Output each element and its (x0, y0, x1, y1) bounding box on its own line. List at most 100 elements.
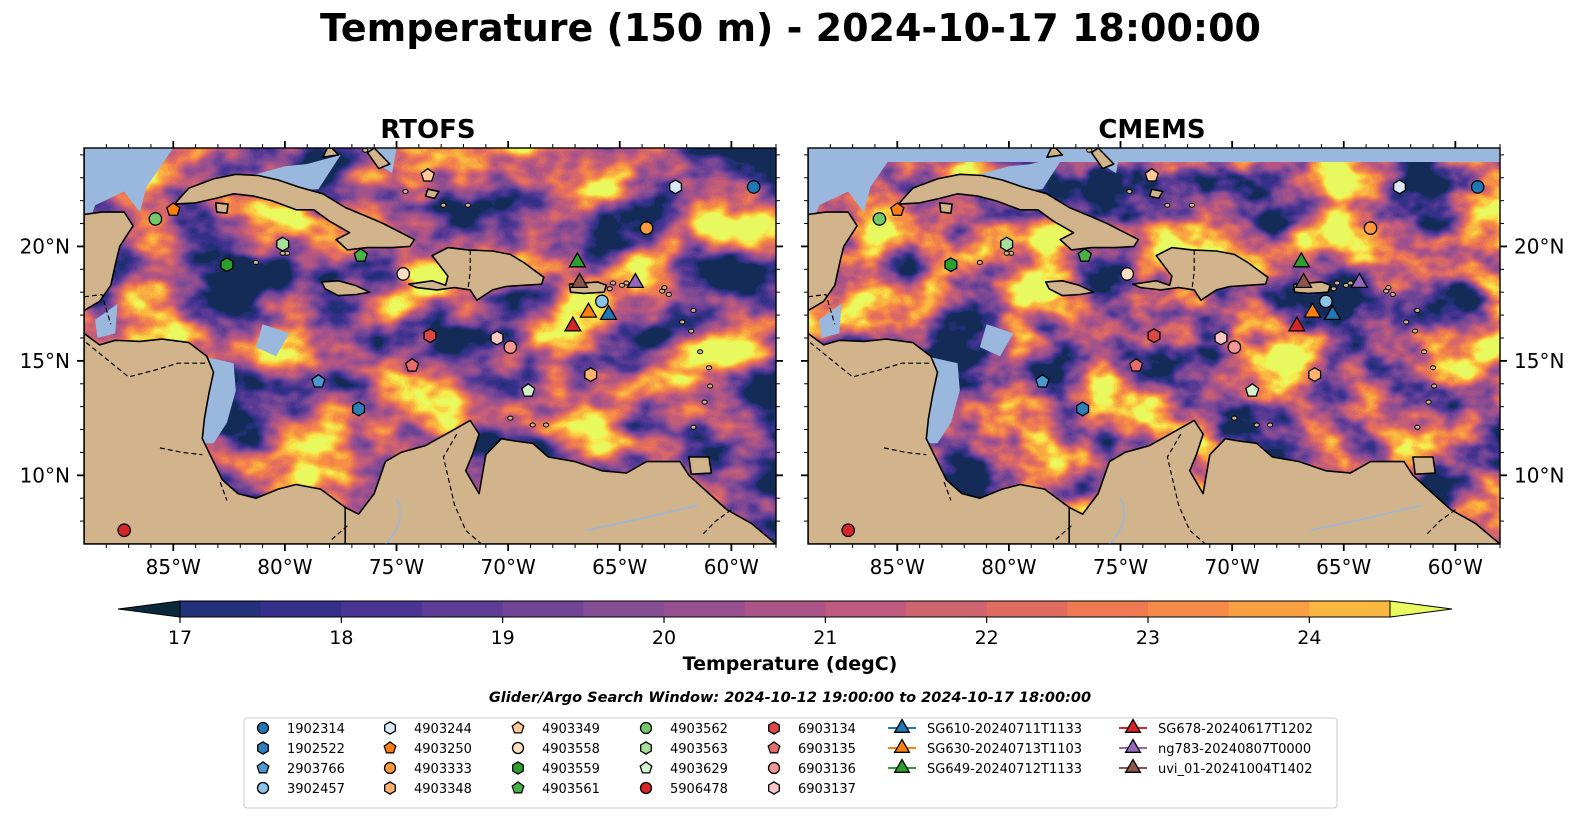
colorbar-tick-label: 21 (813, 627, 837, 649)
island (464, 202, 472, 208)
land-polygon (897, 173, 1140, 251)
island (1164, 202, 1171, 208)
platform-marker-ng783-20240807T0000 (626, 272, 645, 289)
legend-marker (256, 761, 270, 774)
platform-marker-2903766 (1035, 373, 1050, 388)
land-polygon (1132, 246, 1269, 301)
shelf-mask (255, 324, 290, 357)
island (1414, 424, 1421, 430)
country-border (1055, 525, 1072, 540)
country-border (467, 249, 471, 290)
island (606, 286, 613, 292)
legend-marker (511, 741, 525, 755)
x-tick-label: 65°W (592, 555, 647, 579)
island (1231, 415, 1238, 421)
island (1126, 188, 1133, 194)
island (976, 259, 983, 265)
land-polygon (1090, 148, 1115, 170)
country-border (219, 481, 228, 501)
island (542, 422, 550, 428)
legend-label: 4903244 (414, 722, 472, 737)
legend-label: 4903349 (542, 722, 600, 737)
island (529, 422, 536, 428)
colorbar-tick-label: 23 (1136, 627, 1160, 649)
platform-marker-4903349 (1144, 167, 1159, 182)
platform-marker-4903348 (584, 367, 598, 383)
platform-marker-6903137 (1214, 330, 1228, 346)
colorbar-upper-extension (1389, 600, 1453, 618)
colorbar-tick-label: 17 (168, 627, 192, 649)
land-polygon (320, 280, 371, 297)
platform-marker-4903629 (1245, 382, 1260, 397)
cmems-panel-title: CMEMS (1098, 115, 1205, 145)
platform-marker-6903135 (404, 357, 420, 372)
country-border (809, 342, 931, 378)
land-polygon (84, 148, 349, 544)
island (665, 291, 672, 297)
legend-label: 4903348 (414, 782, 472, 797)
y-tick-label: 15°N (20, 349, 70, 373)
legend-label: 2903766 (287, 762, 345, 777)
island (688, 328, 695, 334)
island (402, 188, 409, 194)
search-window-caption: Glider/Argo Search Window: 2024-10-12 19… (489, 690, 1091, 706)
island (690, 308, 697, 314)
platform-marker-SG630-20240713T1103 (1303, 302, 1322, 318)
platform-marker-4903562 (872, 212, 887, 226)
country-border (1425, 509, 1456, 536)
platform-marker-4903563 (1000, 236, 1014, 252)
shelf-mask (95, 303, 118, 338)
y-tick-label: 20°N (20, 234, 70, 258)
x-tick-label: 85°W (870, 555, 925, 579)
platform-marker-4903561 (1077, 247, 1093, 262)
island (1412, 328, 1419, 334)
x-tick-label: 80°W (981, 555, 1036, 579)
platform-marker-3902457 (1319, 294, 1333, 309)
country-border (883, 447, 927, 456)
island (1003, 250, 1010, 256)
rtofs-panel-title: RTOFS (380, 115, 475, 145)
island (1425, 399, 1432, 405)
island (1253, 422, 1260, 428)
legend-marker (893, 758, 911, 773)
land-polygon (408, 246, 545, 301)
colorbar-segment (664, 601, 746, 617)
island (661, 285, 668, 291)
legend-marker (768, 721, 780, 735)
legend-label: SG630-20240713T1103 (927, 742, 1082, 757)
island (697, 349, 704, 355)
x-tick-label: 75°W (369, 555, 424, 579)
y-tick-label: 15°N (1514, 349, 1564, 373)
land-polygon (1412, 456, 1437, 475)
legend-label: 1902314 (287, 722, 345, 737)
colorbar-segment (744, 601, 826, 617)
platform-marker-4903561 (353, 247, 369, 262)
island (1385, 285, 1392, 291)
platform-marker-1902314 (746, 180, 761, 194)
x-tick-label: 60°W (1428, 555, 1483, 579)
island (1347, 280, 1354, 286)
legend-marker (384, 721, 396, 735)
island (701, 399, 708, 405)
platform-marker-6903134 (1147, 328, 1161, 344)
platform-marker-2903766 (311, 373, 326, 388)
island (679, 319, 686, 325)
legend-label: 4903561 (542, 782, 600, 797)
legend-label: uvi_01-20241004T1402 (1158, 762, 1312, 777)
country-border (808, 293, 836, 325)
legend-marker (639, 761, 653, 774)
x-tick-label: 80°W (257, 555, 312, 579)
island (609, 280, 617, 286)
cmems-map-panel: 85°W 80°W 75°W 70°W 65°W 60°W 10°N 15°N 20°N (801, 141, 1564, 579)
land-polygon (424, 188, 440, 200)
island (252, 259, 259, 265)
platform-marker-SG610-20240711T1133 (1323, 304, 1342, 321)
island (1429, 365, 1437, 371)
island (690, 424, 697, 430)
legend-label: ng783-20240807T0000 (1158, 742, 1311, 757)
legend-label: 4903563 (670, 742, 728, 757)
platform-marker-3902457 (595, 294, 609, 309)
island (1403, 319, 1410, 325)
y-tick-label: 10°N (20, 463, 70, 487)
platform-marker-4903333 (1363, 221, 1378, 235)
